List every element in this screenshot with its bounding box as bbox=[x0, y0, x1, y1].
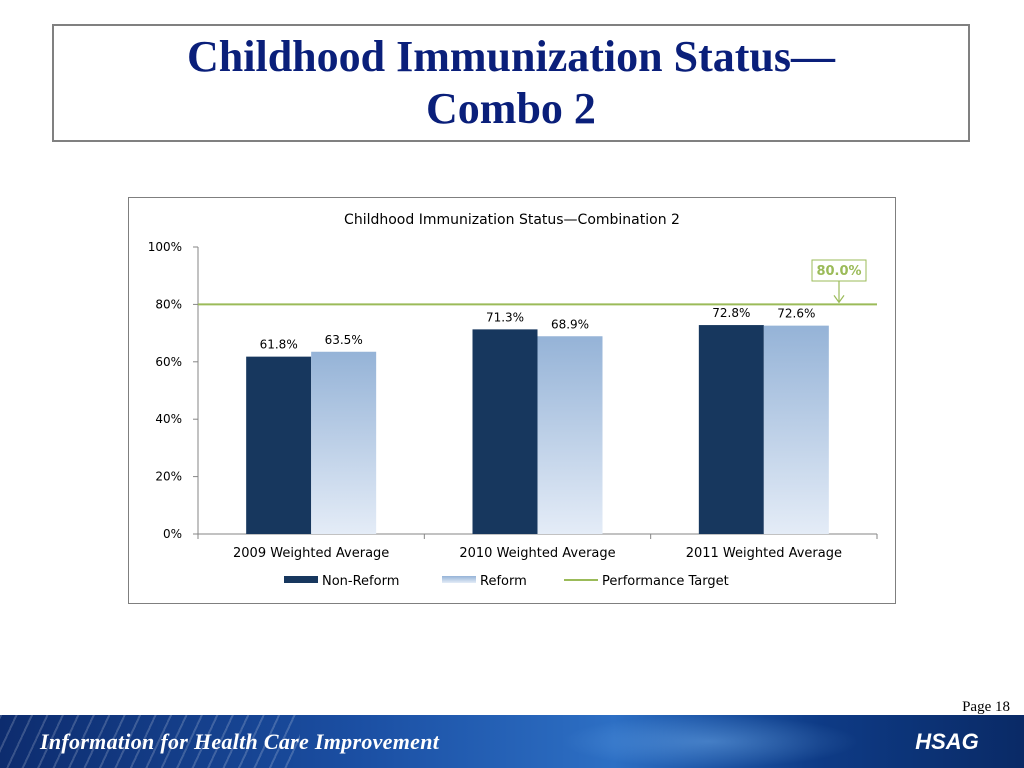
y-tick-label: 40% bbox=[155, 412, 182, 426]
slide-title-line1: Childhood Immunization Status— bbox=[187, 32, 835, 81]
data-label: 61.8% bbox=[260, 338, 298, 352]
x-tick-label: 2010 Weighted Average bbox=[459, 546, 615, 561]
legend-swatch-reform bbox=[442, 576, 476, 583]
y-tick-label: 80% bbox=[155, 297, 182, 311]
bar-chart: Childhood Immunization Status—Combinatio… bbox=[148, 212, 878, 589]
x-tick-label: 2009 Weighted Average bbox=[233, 546, 389, 561]
data-label: 63.5% bbox=[325, 333, 363, 347]
data-label: 72.6% bbox=[777, 307, 815, 321]
chart-frame: Childhood Immunization Status—Combinatio… bbox=[128, 197, 896, 604]
x-tick-label: 2011 Weighted Average bbox=[686, 546, 842, 561]
slide-title-line2: Combo 2 bbox=[426, 84, 596, 133]
bar-reform bbox=[763, 325, 829, 534]
chart-title: Childhood Immunization Status—Combinatio… bbox=[344, 212, 680, 228]
y-tick-label: 0% bbox=[163, 527, 182, 541]
y-tick-label: 100% bbox=[148, 240, 182, 254]
bar-reform bbox=[311, 351, 377, 534]
footer-glow bbox=[560, 715, 860, 768]
slide-title: Childhood Immunization Status— Combo 2 bbox=[187, 31, 835, 135]
bar-non-reform bbox=[698, 325, 764, 534]
data-label: 72.8% bbox=[712, 306, 750, 320]
y-tick-label: 20% bbox=[155, 470, 182, 484]
legend-label-target: Performance Target bbox=[602, 574, 729, 589]
target-arrow-head bbox=[833, 295, 845, 304]
legend-swatch-non-reform bbox=[284, 576, 318, 583]
hsag-logo: HSAG bbox=[915, 729, 979, 754]
footer-band: Information for Health Care Improvement … bbox=[0, 715, 1024, 768]
y-tick-label: 60% bbox=[155, 355, 182, 369]
slide-title-box: Childhood Immunization Status— Combo 2 bbox=[52, 24, 970, 142]
legend-label-non-reform: Non-Reform bbox=[322, 574, 399, 589]
bar-non-reform bbox=[246, 356, 312, 534]
page-number: Page 18 bbox=[962, 699, 1010, 715]
footer-stripes bbox=[0, 715, 300, 768]
legend-label-reform: Reform bbox=[480, 574, 527, 589]
data-label: 71.3% bbox=[486, 310, 524, 324]
footer-tagline: Information for Health Care Improvement bbox=[40, 729, 440, 754]
target-callout-label: 80.0% bbox=[816, 264, 861, 279]
data-label: 68.9% bbox=[551, 317, 589, 331]
bar-reform bbox=[537, 336, 603, 534]
bar-non-reform bbox=[472, 329, 538, 534]
